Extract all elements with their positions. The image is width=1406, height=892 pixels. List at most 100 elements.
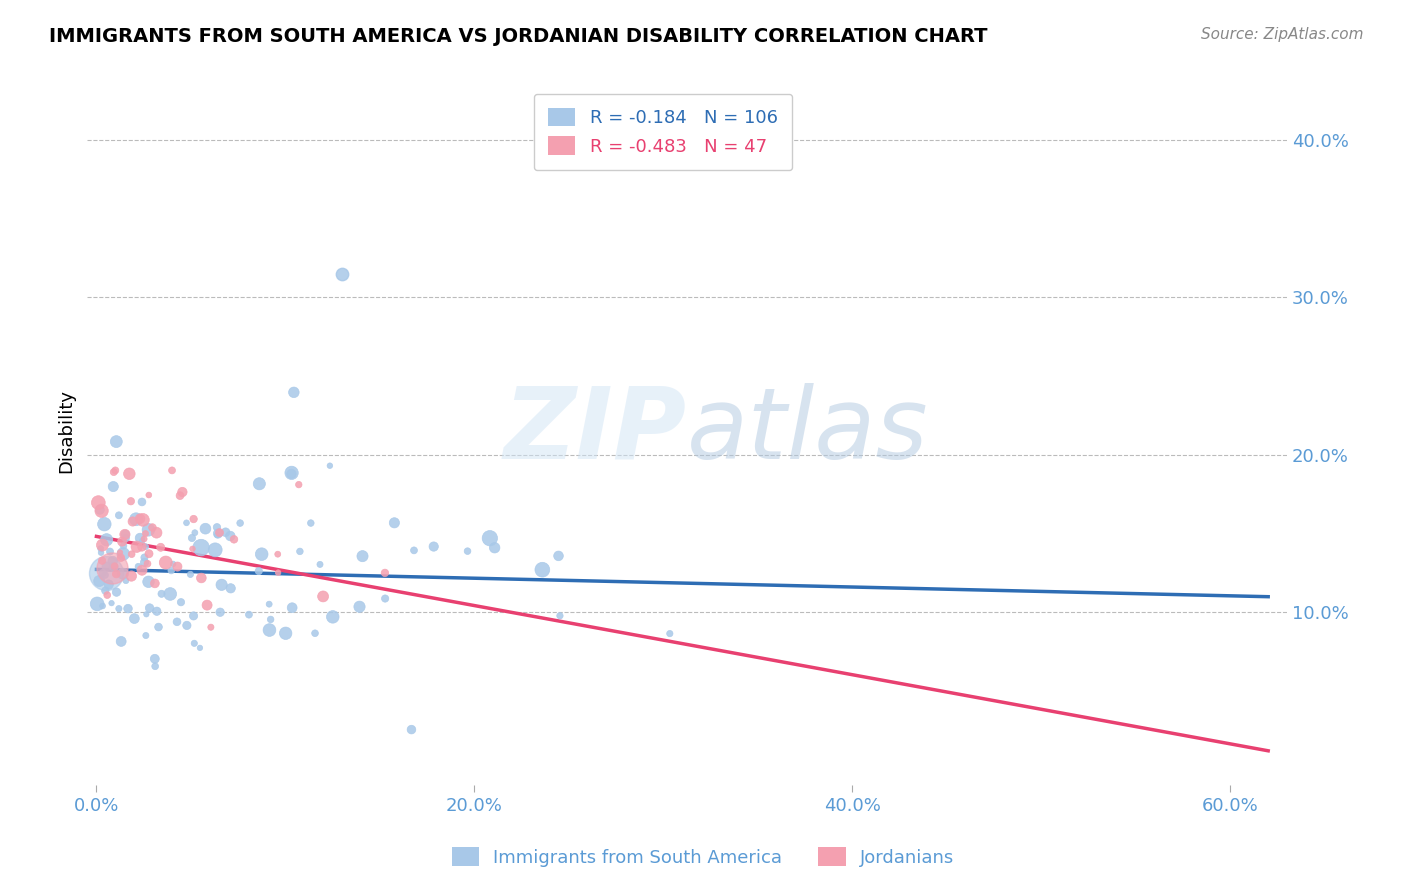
Text: IMMIGRANTS FROM SOUTH AMERICA VS JORDANIAN DISABILITY CORRELATION CHART: IMMIGRANTS FROM SOUTH AMERICA VS JORDANI… xyxy=(49,27,987,45)
Point xyxy=(349,599,371,614)
Point xyxy=(91,538,114,552)
Point xyxy=(172,485,194,500)
Point xyxy=(190,571,212,585)
Text: Source: ZipAtlas.com: Source: ZipAtlas.com xyxy=(1201,27,1364,42)
Point xyxy=(105,566,128,581)
Point xyxy=(91,566,114,580)
Point xyxy=(169,489,191,503)
Point xyxy=(257,597,280,611)
Point xyxy=(121,515,143,529)
Point xyxy=(219,529,242,543)
Point xyxy=(209,605,232,619)
Point xyxy=(166,615,188,629)
Point xyxy=(135,628,157,642)
Point xyxy=(138,547,160,561)
Point xyxy=(108,601,131,615)
Point xyxy=(322,610,344,624)
Point xyxy=(114,527,136,541)
Point xyxy=(238,607,260,622)
Point xyxy=(205,528,228,542)
Point xyxy=(146,604,169,618)
Point xyxy=(319,458,342,473)
Point xyxy=(91,554,114,568)
Point xyxy=(259,623,281,637)
Point xyxy=(195,598,218,612)
Point xyxy=(274,626,297,640)
Point xyxy=(94,583,117,598)
Point xyxy=(176,618,198,632)
Point xyxy=(330,267,353,281)
Point xyxy=(91,599,114,613)
Point xyxy=(100,561,122,575)
Text: ZIP: ZIP xyxy=(503,383,688,480)
Point xyxy=(207,526,229,541)
Point xyxy=(312,590,335,604)
Point xyxy=(115,574,138,588)
Point xyxy=(138,574,160,589)
Point xyxy=(131,540,153,554)
Point xyxy=(402,543,425,558)
Point xyxy=(131,533,153,548)
Point xyxy=(160,564,183,578)
Point xyxy=(309,558,332,572)
Point xyxy=(103,465,125,479)
Point xyxy=(100,596,122,610)
Point xyxy=(281,600,304,615)
Point xyxy=(208,525,231,540)
Point xyxy=(547,549,569,563)
Point xyxy=(484,541,506,555)
Point xyxy=(288,544,311,558)
Point xyxy=(184,525,207,540)
Point xyxy=(548,608,571,623)
Point xyxy=(267,566,290,580)
Point xyxy=(250,547,273,561)
Point xyxy=(280,467,302,481)
Point xyxy=(112,547,135,561)
Legend: R = -0.184   N = 106, R = -0.483   N = 47: R = -0.184 N = 106, R = -0.483 N = 47 xyxy=(534,94,792,170)
Point xyxy=(401,723,423,737)
Point xyxy=(101,554,124,568)
Point xyxy=(194,522,217,536)
Point xyxy=(94,568,117,582)
Point xyxy=(120,494,142,508)
Point xyxy=(90,504,112,518)
Point xyxy=(134,555,156,569)
Point xyxy=(150,587,173,601)
Point xyxy=(188,640,211,655)
Point xyxy=(183,512,205,526)
Point xyxy=(183,636,205,650)
Point xyxy=(299,516,322,530)
Point xyxy=(97,577,120,591)
Text: atlas: atlas xyxy=(688,383,928,480)
Point xyxy=(103,559,125,574)
Point xyxy=(145,525,167,540)
Point xyxy=(96,533,118,547)
Point xyxy=(131,563,153,577)
Point xyxy=(382,516,405,530)
Point xyxy=(457,544,479,558)
Point xyxy=(247,476,270,491)
Point xyxy=(127,559,149,574)
Point xyxy=(136,557,159,571)
Point xyxy=(111,566,134,581)
Legend: Immigrants from South America, Jordanians: Immigrants from South America, Jordanian… xyxy=(444,840,962,874)
Point xyxy=(166,559,188,574)
Point xyxy=(103,479,125,493)
Point xyxy=(105,434,128,449)
Point xyxy=(176,516,198,530)
Point xyxy=(89,574,111,588)
Point xyxy=(103,560,125,574)
Point xyxy=(280,466,302,480)
Point xyxy=(135,607,157,622)
Point xyxy=(374,566,396,580)
Point xyxy=(94,566,117,580)
Point xyxy=(90,541,112,556)
Point xyxy=(112,539,135,553)
Point xyxy=(247,564,270,578)
Point xyxy=(214,525,236,540)
Point xyxy=(143,659,166,673)
Point xyxy=(93,517,115,532)
Point xyxy=(90,546,112,560)
Point xyxy=(114,527,136,541)
Point xyxy=(110,550,132,565)
